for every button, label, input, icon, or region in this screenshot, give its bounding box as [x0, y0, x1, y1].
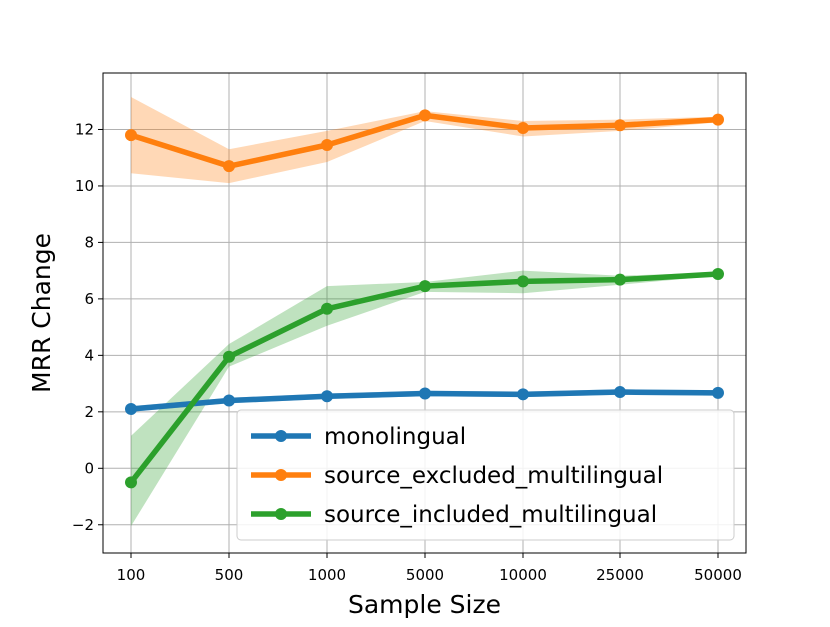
legend-box: [236, 409, 735, 541]
data-point: [125, 403, 137, 415]
data-point: [614, 386, 626, 399]
y-tick-label: 10: [75, 177, 94, 195]
legend-label: monolingual: [324, 424, 466, 450]
data-point: [125, 476, 137, 489]
x-axis-label: Sample Size: [348, 590, 501, 619]
series-lines: [125, 109, 724, 489]
data-point: [223, 160, 235, 173]
x-tick-label: 5000: [406, 566, 444, 584]
x-tick-label: 1000: [308, 566, 346, 584]
series-monolingual: [125, 386, 724, 415]
confidence-band-source_excluded_multilingual: [131, 97, 718, 184]
data-point: [517, 388, 529, 401]
legend: monolingual source_excluded_multilinguals…: [236, 409, 735, 541]
data-point: [712, 113, 724, 126]
series-source_included_multilingual: [125, 268, 724, 489]
data-point: [125, 129, 137, 142]
data-point: [419, 280, 431, 293]
data-point: [614, 119, 626, 132]
series-source_excluded_multilingual: [125, 109, 724, 173]
y-tick-label: −2: [72, 516, 94, 534]
axis-ticks: 100 500 1000 5000 10000 25000 50000 −2 0 2 4 6 8 10 12: [72, 120, 742, 584]
y-tick-label: 4: [84, 346, 94, 364]
data-point: [321, 139, 333, 151]
y-tick-label: 2: [84, 403, 94, 421]
legend-item-source_excluded_multilingual: source_excluded_multilingual: [251, 463, 663, 489]
legend-swatch-marker: [275, 430, 287, 442]
x-tick-label: 10000: [499, 566, 547, 584]
legend-label: source_included_multilingual: [324, 502, 657, 528]
legend-swatch-marker: [275, 508, 287, 520]
data-point: [321, 390, 333, 403]
legend-item-monolingual: monolingual: [251, 424, 466, 450]
data-point: [517, 275, 529, 288]
grid-lines: [103, 73, 746, 553]
y-axis-label: MRR Change: [27, 233, 56, 393]
data-point: [712, 268, 724, 281]
y-tick-label: 6: [84, 290, 94, 308]
data-point: [321, 302, 333, 315]
legend-item-source_included_multilingual: source_included_multilingual: [251, 502, 657, 528]
data-point: [419, 387, 431, 400]
x-tick-label: 500: [215, 566, 244, 584]
legend-label: source_excluded_multilingual: [324, 463, 663, 489]
data-point: [419, 109, 431, 122]
y-tick-label: 8: [84, 233, 94, 251]
legend-swatch-marker: [275, 469, 287, 481]
data-point: [614, 273, 626, 286]
x-tick-label: 50000: [694, 566, 742, 584]
data-point: [712, 386, 724, 399]
y-tick-label: 12: [75, 120, 94, 138]
x-tick-label: 25000: [596, 566, 644, 584]
data-point: [223, 350, 235, 363]
data-point: [223, 394, 235, 407]
y-tick-label: 0: [84, 459, 94, 477]
data-point: [517, 122, 529, 135]
x-tick-label: 100: [117, 566, 146, 584]
